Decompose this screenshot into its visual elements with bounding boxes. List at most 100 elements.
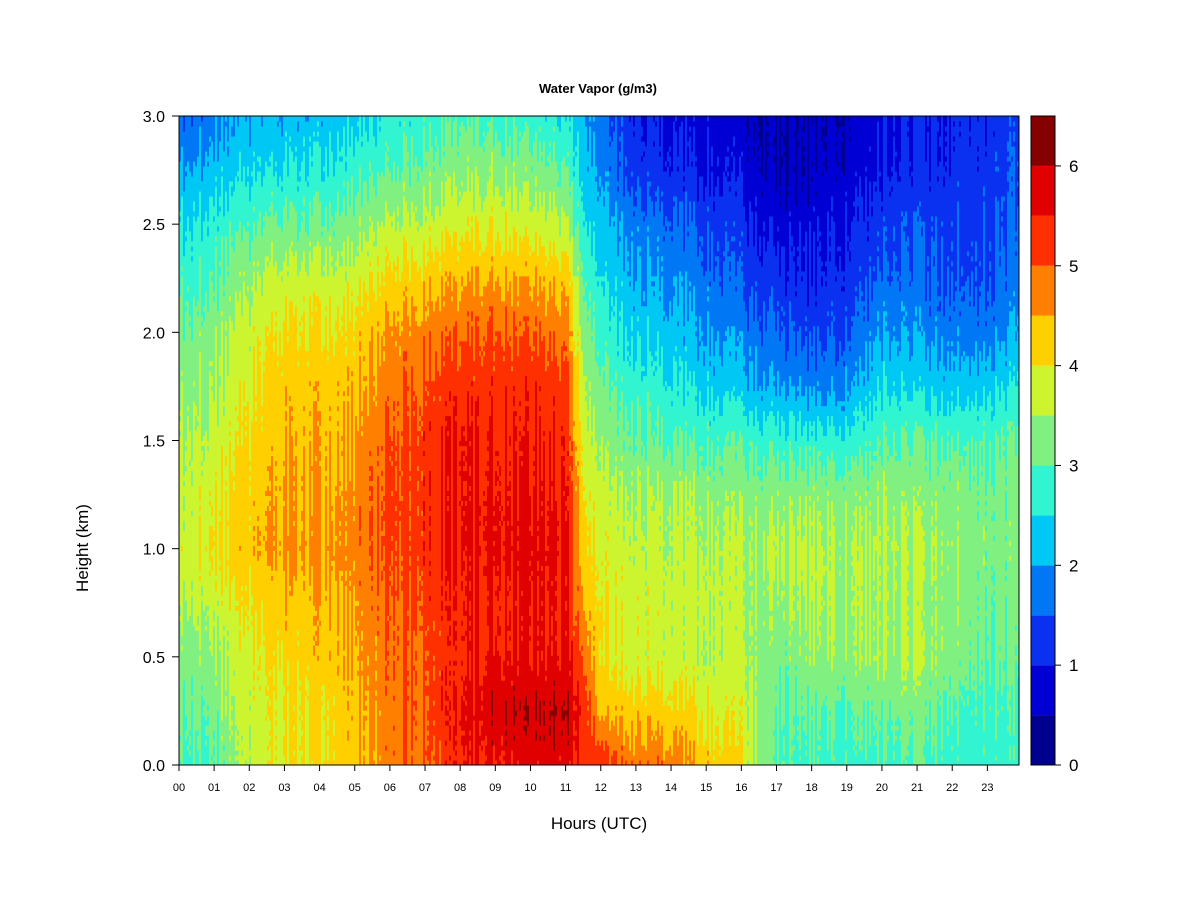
heatmap-cell	[369, 170, 372, 177]
heatmap-cell	[217, 710, 220, 765]
heatmap-cell	[397, 310, 400, 317]
heatmap-cell	[433, 116, 436, 162]
heatmap-cell	[277, 120, 280, 127]
heatmap-cell	[259, 340, 262, 347]
heatmap-cell	[323, 116, 326, 167]
heatmap-cell	[403, 130, 406, 182]
heatmap-cell	[181, 145, 184, 197]
heatmap-cell	[445, 270, 448, 277]
heatmap-cell	[253, 525, 256, 531]
heatmap-cell	[287, 690, 290, 765]
heatmap-cell	[287, 535, 290, 551]
heatmap-cell	[185, 305, 188, 312]
heatmap-cell	[467, 315, 470, 322]
heatmap-cell	[401, 435, 404, 447]
heatmap-cell	[407, 165, 410, 212]
heatmap-cell	[205, 545, 208, 551]
heatmap-cell	[447, 345, 450, 417]
heatmap-cell	[397, 315, 400, 322]
heatmap-cell	[391, 535, 394, 541]
chart-title: Water Vapor (g/m3)	[539, 81, 657, 96]
heatmap-cell	[373, 380, 376, 387]
heatmap-cell	[435, 145, 438, 152]
heatmap-cell	[347, 740, 350, 765]
heatmap-cell	[299, 750, 302, 765]
heatmap-cell	[473, 720, 476, 765]
heatmap-cell	[469, 650, 472, 681]
heatmap-cell	[363, 116, 366, 182]
heatmap-cell	[197, 625, 200, 631]
heatmap-cell	[357, 660, 360, 671]
heatmap-cell	[263, 370, 266, 536]
heatmap-cell	[447, 175, 450, 232]
heatmap-cell	[303, 210, 306, 252]
heatmap-cell	[303, 135, 306, 147]
heatmap-cell	[209, 145, 212, 197]
heatmap-cell	[319, 300, 322, 412]
heatmap-cell	[449, 415, 452, 601]
heatmap-cell	[271, 310, 274, 447]
heatmap-cell	[387, 250, 390, 262]
heatmap-cell	[423, 485, 426, 502]
heatmap-cell	[369, 175, 372, 217]
heatmap-cell	[231, 235, 234, 242]
heatmap-cell	[261, 125, 264, 187]
heatmap-cell	[257, 680, 260, 765]
heatmap-cell	[349, 116, 352, 147]
heatmap-cell	[215, 245, 218, 327]
heatmap-cell	[357, 670, 360, 676]
heatmap-cell	[315, 630, 318, 636]
heatmap-cell	[225, 480, 228, 487]
heatmap-cell	[245, 295, 248, 407]
heatmap-cell	[343, 650, 346, 656]
heatmap-cell	[439, 116, 442, 167]
heatmap-cell	[269, 510, 272, 566]
heatmap-cell	[409, 225, 412, 282]
heatmap-cell	[209, 645, 212, 651]
heatmap-cell	[275, 160, 278, 167]
heatmap-cell	[259, 275, 262, 342]
heatmap-cell	[413, 415, 416, 631]
heatmap-cell	[207, 445, 210, 452]
heatmap-cell	[405, 360, 408, 372]
heatmap-cell	[449, 640, 452, 646]
heatmap-cell	[423, 120, 426, 127]
heatmap-cell	[407, 150, 410, 162]
heatmap-cell	[391, 440, 394, 447]
heatmap-cell	[337, 430, 340, 636]
heatmap-cell	[383, 510, 386, 521]
heatmap-cell	[369, 116, 372, 162]
heatmap-cell	[319, 245, 322, 302]
heatmap-cell	[321, 230, 324, 237]
heatmap-cell	[469, 570, 472, 581]
heatmap-cell	[269, 495, 272, 502]
heatmap-cell	[385, 255, 388, 302]
heatmap-cell	[449, 635, 452, 641]
heatmap-cell	[365, 710, 368, 716]
heatmap-cell	[461, 450, 464, 501]
heatmap-cell	[269, 465, 272, 482]
heatmap-cell	[465, 630, 468, 636]
heatmap-cell	[445, 330, 448, 337]
heatmap-cell	[251, 185, 254, 242]
heatmap-cell	[445, 405, 448, 417]
heatmap-cell	[377, 265, 380, 272]
heatmap-cell	[363, 730, 366, 736]
heatmap-cell	[201, 685, 204, 691]
heatmap-cell	[325, 480, 328, 487]
heatmap-cell	[419, 116, 422, 167]
heatmap-cell	[265, 350, 268, 492]
heatmap-cell	[255, 180, 258, 237]
heatmap-cell	[287, 335, 290, 342]
heatmap-cell	[459, 505, 462, 721]
heatmap-cell	[245, 185, 248, 232]
heatmap-cell	[403, 120, 406, 127]
heatmap-cell	[265, 550, 268, 676]
heatmap-cell	[433, 735, 436, 756]
heatmap-cell	[453, 275, 456, 327]
heatmap-cell	[257, 650, 260, 666]
heatmap-cell	[353, 215, 356, 267]
heatmap-cell	[257, 550, 260, 561]
heatmap-cell	[279, 540, 282, 546]
heatmap-cell	[421, 170, 424, 227]
